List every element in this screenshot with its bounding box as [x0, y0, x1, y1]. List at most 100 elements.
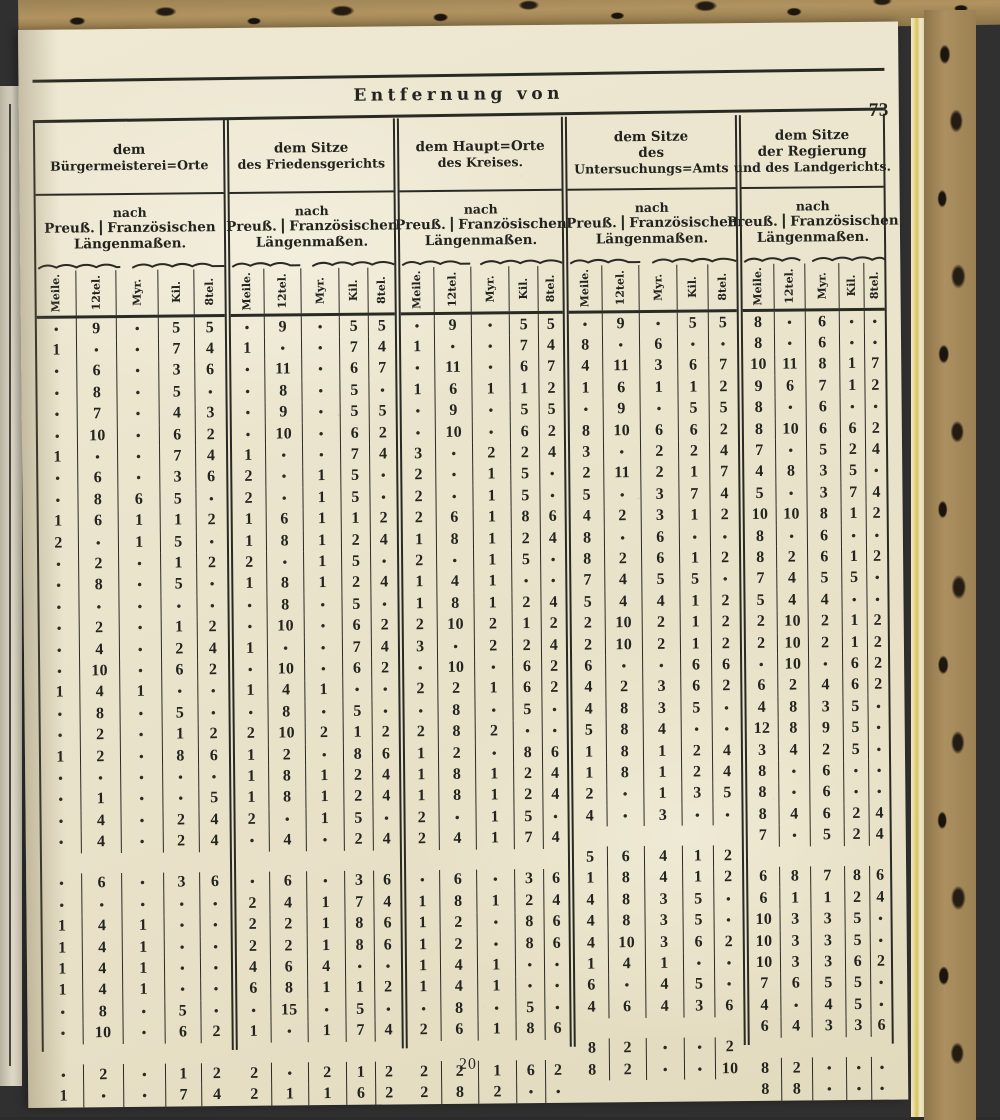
table-cell: 9: [265, 401, 303, 424]
table-cell: 2: [343, 764, 374, 787]
table-cell: 1: [42, 958, 84, 981]
table-row: 9 55: [231, 401, 396, 424]
table-cell: 2: [745, 611, 778, 633]
table-cell: 2: [642, 633, 681, 656]
unit-header-kil: Kil.: [508, 266, 539, 312]
table-cell: [198, 702, 228, 724]
table-cell: 6: [441, 1019, 479, 1041]
group-header-buergermeisterei: dem Bürgermeisterei=Orte: [34, 120, 224, 196]
table-cell: 6: [680, 654, 713, 677]
table-cell: 5: [745, 589, 778, 612]
table-cell: 1: [680, 611, 713, 634]
table-cell: 3: [640, 355, 679, 378]
table-cell: 8: [747, 803, 780, 826]
table-cell: 6: [266, 508, 304, 531]
table-row: 3224: [403, 634, 566, 658]
table-row: 7 43: [37, 402, 226, 426]
table-cell: 3: [645, 931, 684, 954]
table-cell: 6: [162, 659, 199, 682]
table-cell: 8: [436, 528, 475, 551]
table-cell: 2: [236, 935, 271, 958]
table-cell: 1: [40, 682, 81, 704]
table-cell: 5: [677, 312, 710, 335]
table-row: 10 62: [746, 653, 888, 676]
table-cell: 5: [511, 549, 542, 571]
table-cell: [435, 485, 474, 508]
table-cell: 2: [681, 740, 714, 762]
table-row: 2 15: [235, 807, 399, 831]
block-separator: [406, 849, 568, 871]
table-cell: [865, 311, 885, 333]
table-cell: 6: [642, 547, 680, 570]
table-cell: 1: [40, 746, 82, 769]
table-cell: [39, 553, 80, 576]
table-cell: 6: [342, 657, 373, 680]
table-cell: 2: [79, 617, 120, 640]
table-cell: 1: [304, 572, 343, 595]
table-cell: [196, 488, 226, 510]
table-cell: 6: [381, 744, 391, 763]
table-row: 12 86: [40, 745, 229, 769]
table-cell: [475, 656, 513, 679]
table-cell: 3: [780, 951, 813, 974]
table-cell: [230, 316, 265, 339]
table-cell: 4: [875, 804, 884, 822]
table-cell: 6: [270, 956, 309, 979]
table-cell: 3: [811, 908, 846, 931]
table-cell: 5: [718, 313, 728, 331]
table-cell: 10: [776, 503, 808, 526]
table-cell: 2: [721, 634, 731, 652]
table-cell: [775, 439, 808, 462]
nach-label: nach: [294, 202, 329, 218]
table-cell: 3: [401, 443, 436, 466]
table-cell: 15: [270, 999, 309, 1022]
table-cell: 8: [844, 865, 871, 888]
table-row: 424: [41, 809, 229, 833]
table-cell: [477, 933, 516, 955]
divider-bar: [281, 218, 285, 234]
table-cell: 1: [478, 1018, 517, 1041]
table-row: 212: [39, 616, 228, 640]
table-cell: [345, 955, 376, 978]
table-cell: 2: [549, 615, 559, 633]
table-cell: 2: [777, 675, 810, 697]
marbled-binding-right: [924, 10, 976, 1120]
table-cell: 6: [550, 743, 560, 761]
table-cell: 1: [473, 464, 512, 486]
table-row: 5 374: [570, 483, 738, 507]
table-cell: 11: [434, 357, 473, 380]
table-cell: 3: [644, 804, 683, 827]
table-row: 12 8 9 5: [746, 717, 889, 740]
table-row: 8 10 6 6 2: [743, 417, 886, 441]
table-cell: 4: [159, 402, 196, 425]
table-cell: [404, 700, 439, 722]
table-cell: 2: [876, 952, 886, 970]
table-cell: 1: [811, 887, 846, 909]
table-cell: 2: [80, 745, 122, 768]
unit-header-kil: Kil.: [676, 264, 710, 310]
table-cell: 1: [841, 546, 868, 568]
table-cell: 1: [345, 977, 376, 1000]
table-cell: [472, 399, 511, 422]
table-cell: [265, 487, 304, 510]
table-cell: 7: [811, 865, 845, 888]
table-cell: [119, 617, 162, 639]
table-cell: [640, 398, 679, 420]
table-cell: 1: [122, 957, 166, 980]
table-cell: 4: [573, 805, 608, 828]
table-cell: [117, 403, 160, 426]
table-cell: [715, 888, 743, 910]
table-cell: [36, 318, 77, 341]
table-cell: [38, 489, 79, 512]
table-cell: [302, 422, 341, 445]
table-row: 6 45: [575, 974, 743, 997]
table-cell: 1: [574, 868, 608, 890]
table-cell: 1: [234, 744, 269, 767]
table-cell: [304, 593, 343, 616]
